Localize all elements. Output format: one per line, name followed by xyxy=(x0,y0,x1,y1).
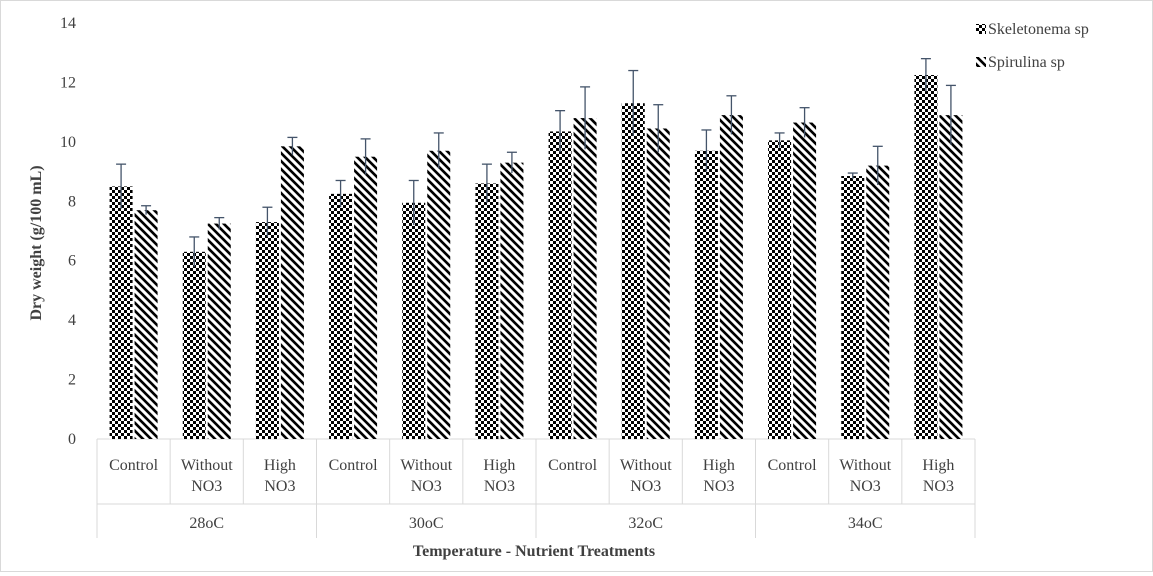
bar-spirulina xyxy=(207,223,231,439)
group-label: 32oC xyxy=(628,515,663,532)
bar-skeletonema xyxy=(694,150,718,439)
category-label: Control xyxy=(109,457,158,474)
bar-spirulina xyxy=(646,128,670,439)
category-label: Control xyxy=(548,457,597,474)
bar-spirulina xyxy=(354,156,378,439)
y-tick-label: 12 xyxy=(60,74,76,91)
category-label: High xyxy=(703,457,735,474)
category-label: High xyxy=(483,457,515,474)
legend-swatch xyxy=(976,24,986,34)
category-label: NO3 xyxy=(191,478,222,495)
bar-skeletonema xyxy=(329,193,353,439)
category-label: Without xyxy=(620,457,672,474)
label-layer: 0 2 4 6 8 10 12 14 Control Without NO3 High NO3 28oC C… xyxy=(60,15,954,532)
bar-skeletonema xyxy=(548,131,572,439)
category-label: Without xyxy=(181,457,233,474)
category-label: NO3 xyxy=(703,478,734,495)
bar-spirulina xyxy=(793,122,817,440)
bar-skeletonema xyxy=(255,222,279,439)
y-tick-label: 8 xyxy=(68,193,76,210)
x-axis-title: Temperature - Nutrient Treatments xyxy=(413,543,655,560)
bar-spirulina xyxy=(500,162,524,439)
y-tick-label: 4 xyxy=(68,312,76,329)
bar-skeletonema xyxy=(402,202,426,439)
legend-label: Skeletonema sp xyxy=(988,21,1089,38)
bar-spirulina xyxy=(134,210,158,439)
category-label: Without xyxy=(400,457,452,474)
bar-skeletonema xyxy=(621,103,645,439)
bar-skeletonema xyxy=(768,140,792,439)
y-tick-label: 14 xyxy=(60,15,76,32)
category-label: Control xyxy=(768,457,817,474)
group-label: 28oC xyxy=(189,515,224,532)
category-label: NO3 xyxy=(264,478,295,495)
bar-skeletonema xyxy=(109,186,133,439)
bar-spirulina xyxy=(866,165,890,439)
y-tick-label: 10 xyxy=(60,134,76,151)
bar-spirulina xyxy=(573,118,597,439)
group-label: 30oC xyxy=(409,515,444,532)
y-tick-label: 2 xyxy=(68,372,76,389)
bar-skeletonema xyxy=(841,176,865,439)
y-tick-label: 0 xyxy=(68,431,76,448)
bar-layer xyxy=(109,75,963,440)
bar-spirulina xyxy=(280,146,304,440)
category-label: NO3 xyxy=(484,478,515,495)
category-label: Without xyxy=(839,457,891,474)
bar-skeletonema xyxy=(182,251,206,439)
legend: Skeletonema sp Spirulina sp xyxy=(976,21,1089,71)
bar-spirulina xyxy=(427,150,451,439)
category-label: NO3 xyxy=(923,478,954,495)
category-label: NO3 xyxy=(411,478,442,495)
error-bar-layer xyxy=(116,58,956,267)
bar-skeletonema xyxy=(914,75,938,439)
category-label: NO3 xyxy=(630,478,661,495)
bar-spirulina xyxy=(939,115,963,439)
bar-spirulina xyxy=(719,115,743,439)
category-label: High xyxy=(264,457,296,474)
y-axis-title: Dry weight (g/100 mL) xyxy=(28,165,45,320)
group-label: 34oC xyxy=(848,515,883,532)
axis-layer xyxy=(96,438,976,538)
legend-swatch xyxy=(976,57,986,67)
category-label: High xyxy=(922,457,954,474)
y-tick-label: 6 xyxy=(68,253,76,270)
bar-skeletonema xyxy=(475,183,499,439)
category-label: Control xyxy=(329,457,378,474)
category-label: NO3 xyxy=(850,478,881,495)
legend-label: Spirulina sp xyxy=(988,54,1065,71)
